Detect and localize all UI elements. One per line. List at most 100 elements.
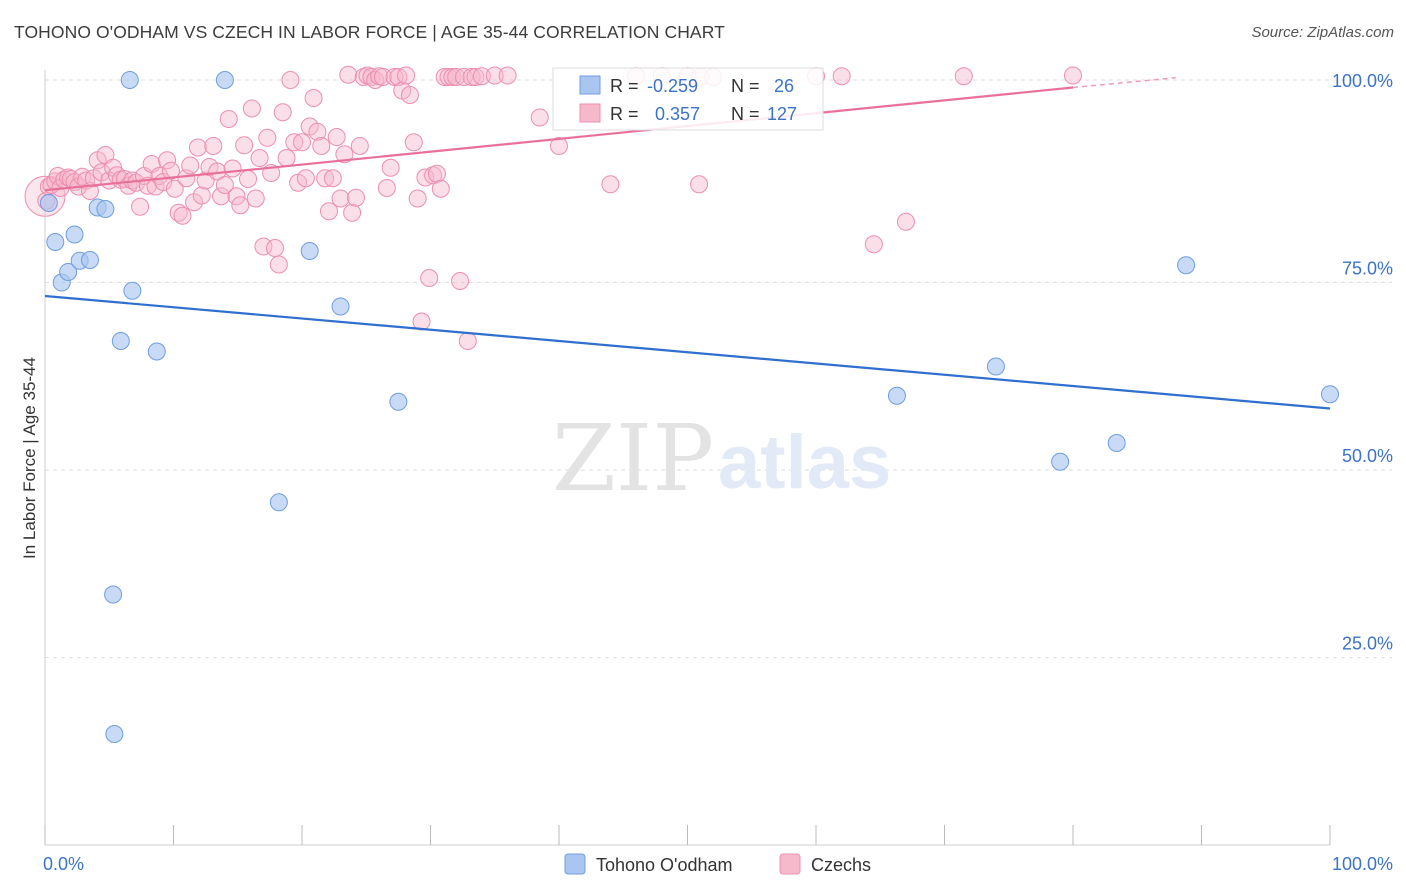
czechs-point	[832, 67, 851, 86]
czechs-point	[350, 137, 369, 155]
czechs-point	[472, 67, 491, 86]
czechs-point	[242, 99, 261, 118]
stats-swatch-pink	[579, 103, 601, 123]
czechs-point	[420, 269, 439, 287]
tohono-point	[1321, 385, 1339, 404]
czechs-point	[319, 202, 338, 221]
czechs-point	[458, 332, 477, 350]
czechs-point	[161, 161, 180, 180]
tohono-point	[65, 225, 84, 244]
watermark-zip: ZIP	[552, 405, 714, 512]
x-tick-label: 100.0%	[1332, 854, 1393, 874]
y-tick-label: 75.0%	[1342, 259, 1393, 279]
stats-r-label-pink: R =	[610, 104, 639, 124]
czechs-point	[158, 151, 177, 170]
legend-label-tohono[interactable]: Tohono O'odham	[596, 855, 733, 875]
tohono-point	[300, 242, 319, 260]
czechs-point	[219, 110, 238, 128]
tohono-point	[1051, 452, 1070, 471]
czechs-point	[400, 86, 419, 104]
czechs-point	[498, 66, 517, 85]
czechs-point	[343, 203, 362, 222]
gridlines	[45, 79, 1392, 658]
czechs-point	[327, 128, 346, 146]
tohono-point	[59, 263, 78, 281]
czechs-point	[530, 108, 549, 127]
czechs-point	[427, 164, 446, 183]
tohono-point	[46, 233, 65, 251]
czechs-point	[192, 186, 211, 205]
czechs-point	[188, 138, 207, 157]
stats-n-value-pink: 127	[767, 104, 797, 124]
czechs-point	[231, 196, 250, 215]
tohono-point	[104, 585, 123, 604]
czechs-point	[864, 235, 883, 254]
stats-n-label-pink: N =	[731, 104, 760, 124]
tohono-point	[269, 493, 288, 512]
czechs-point	[408, 189, 427, 208]
czechs-point	[550, 137, 568, 155]
czechs-point	[165, 179, 184, 198]
stats-n-label-blue: N =	[731, 76, 760, 96]
legend-swatch-czechs[interactable]	[779, 853, 801, 875]
tohono-point	[80, 251, 99, 269]
czechs-point	[293, 133, 311, 152]
czechs-point	[239, 170, 258, 188]
tohono-point	[215, 71, 234, 89]
czechs-point	[385, 68, 404, 86]
tohono-trend-line	[44, 294, 1331, 410]
source-credit: Source: ZipAtlas.com	[1251, 24, 1394, 41]
czechs-point	[258, 128, 277, 147]
czechs-point	[285, 133, 304, 152]
tohono-points	[39, 71, 1339, 743]
czechs-point	[250, 149, 269, 167]
stats-swatch-blue	[579, 75, 601, 95]
czechs-point	[308, 122, 327, 141]
y-tick-label: 50.0%	[1342, 446, 1393, 466]
legend-label-czechs[interactable]: Czechs	[811, 855, 871, 875]
czechs-point	[269, 255, 288, 274]
czechs-point	[389, 68, 408, 86]
czechs-point	[339, 65, 358, 84]
tohono-point	[1107, 434, 1126, 452]
czechs-point	[254, 237, 273, 256]
czechs-point	[397, 66, 416, 85]
watermark-atlas: atlas	[718, 420, 891, 505]
czechs-point	[462, 68, 481, 86]
czechs-point	[447, 68, 466, 86]
czechs-point	[690, 175, 709, 194]
czechs-point	[439, 68, 458, 86]
czechs-point	[277, 149, 296, 167]
czechs-point	[601, 175, 620, 194]
y-tick-label: 25.0%	[1342, 634, 1393, 654]
stats-r-value-pink: 0.357	[655, 104, 700, 124]
czechs-point	[312, 137, 331, 155]
czechs-trend-line	[44, 86, 1074, 192]
czechs-point	[1064, 66, 1082, 85]
legend-swatch-tohono[interactable]	[564, 853, 586, 875]
czechs-trend-extension	[1072, 77, 1176, 89]
czechs-point	[346, 188, 365, 207]
czechs-point	[281, 71, 300, 89]
czechs-point	[131, 197, 150, 216]
czechs-point	[896, 212, 915, 231]
czechs-point	[273, 103, 292, 122]
tick-labels: 25.0% 50.0% 75.0% 100.0% 0.0% 100.0%	[43, 71, 1393, 874]
czechs-point	[185, 193, 204, 212]
tohono-point	[147, 342, 166, 361]
y-tick-label: 100.0%	[1332, 71, 1393, 91]
tohono-point	[96, 200, 115, 218]
stats-box: R = -0.259 N = 26 R = 0.357 N = 127	[552, 67, 824, 131]
czechs-point	[227, 187, 246, 206]
tohono-point	[39, 194, 58, 212]
czechs-point	[466, 68, 485, 86]
czechs-point	[335, 145, 354, 164]
stats-r-value-blue: -0.259	[647, 76, 698, 96]
czechs-point	[215, 176, 234, 194]
trend-lines	[44, 77, 1331, 410]
czechs-point	[212, 187, 231, 206]
tohono-point	[986, 357, 1005, 376]
czechs-point	[485, 66, 504, 85]
czechs-point	[954, 67, 973, 86]
legend: Tohono O'odham Czechs	[564, 853, 871, 875]
